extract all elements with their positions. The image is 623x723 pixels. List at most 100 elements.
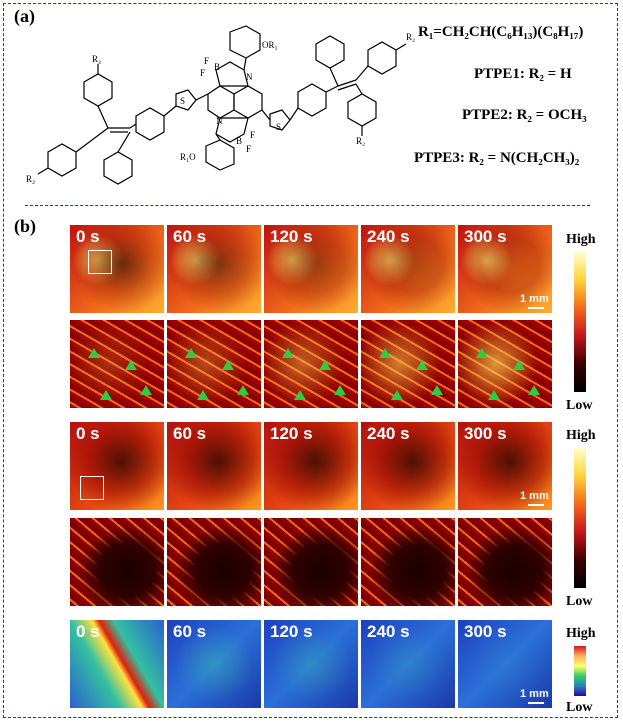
green-arrow-marker <box>100 390 112 400</box>
r1-formula: R₁=CH₂CH(C₆H₁₃)(C₈H₁₇) <box>418 24 584 40</box>
atom-r2-d: R₂ <box>356 136 365 146</box>
scale-bar-label: 1 mm <box>520 293 549 305</box>
green-arrow-marker <box>294 390 306 400</box>
zoom-image-r4-c2 <box>167 518 261 606</box>
zoom-image-r4-c5 <box>458 518 552 606</box>
figure-frame <box>3 3 618 718</box>
time-image-r5-c2: 60 s <box>167 620 261 708</box>
time-image-r3-c4: 240 s <box>361 422 455 510</box>
atom-r1o: R₁O <box>180 152 196 162</box>
green-arrow-marker <box>197 390 209 400</box>
time-label: 240 s <box>367 227 410 246</box>
zoom-image-r2-c3 <box>264 320 358 408</box>
green-arrow-marker <box>528 385 540 395</box>
colorbar-3 <box>574 646 586 696</box>
zoom-image-r2-c2 <box>167 320 261 408</box>
time-label: 120 s <box>270 424 313 443</box>
time-label: 0 s <box>76 424 100 443</box>
time-image-r5-c1: 0 s <box>70 620 164 708</box>
green-arrow-marker <box>185 348 197 358</box>
time-image-r1-c4: 240 s <box>361 225 455 313</box>
scale-bar <box>528 307 544 309</box>
time-image-r1-c1: 0 s <box>70 225 164 313</box>
atom-f-4: F <box>246 144 251 154</box>
colorbar-1 <box>574 252 586 392</box>
zoom-image-r4-c3 <box>264 518 358 606</box>
green-arrow-marker <box>431 385 443 395</box>
green-arrow-marker <box>282 348 294 358</box>
ptpe3-label: PTPE3: R₂ = N(CH₂CH₃)₂ <box>414 150 580 166</box>
ptpe2-label: PTPE2: R₂ = OCH₃ <box>462 107 587 123</box>
ptpe1-label: PTPE1: R₂ = H <box>474 66 572 82</box>
green-arrow-marker <box>140 385 152 395</box>
time-label: 0 s <box>76 622 100 641</box>
time-label: 60 s <box>173 227 207 246</box>
time-image-r1-c5: 300 s <box>458 225 552 313</box>
atom-f-1: F <box>204 56 209 66</box>
time-image-r3-c1: 0 s <box>70 422 164 510</box>
atom-r2-c: R₂ <box>406 32 415 42</box>
time-label: 60 s <box>173 622 207 641</box>
time-label: 120 s <box>270 227 313 246</box>
green-arrow-marker <box>125 360 137 370</box>
atom-s-2: S <box>276 122 281 132</box>
zoom-image-r4-c1 <box>70 518 164 606</box>
roi-box <box>88 250 112 274</box>
scale-bar <box>528 702 544 704</box>
atom-b-2: B <box>236 136 242 146</box>
green-arrow-marker <box>88 348 100 358</box>
time-image-r5-c3: 120 s <box>264 620 358 708</box>
time-label: 240 s <box>367 424 410 443</box>
time-label: 300 s <box>464 622 507 641</box>
green-arrow-marker <box>391 390 403 400</box>
colorbar-2 <box>574 448 586 588</box>
panel-a-label: (a) <box>14 6 35 26</box>
zoom-image-r4-c4 <box>361 518 455 606</box>
scale-bar <box>528 504 544 506</box>
atom-n-1: N <box>246 72 253 82</box>
zoom-image-r2-c1 <box>70 320 164 408</box>
time-image-r3-c2: 60 s <box>167 422 261 510</box>
colorbar-3-low: Low <box>566 700 593 715</box>
time-label: 300 s <box>464 227 507 246</box>
colorbar-1-high: High <box>566 232 596 247</box>
colorbar-2-high: High <box>566 428 596 443</box>
scale-bar-label: 1 mm <box>520 688 549 700</box>
atom-r2-b: R₂ <box>26 174 35 184</box>
time-label: 60 s <box>173 424 207 443</box>
atom-n-2: N <box>216 116 223 126</box>
atom-b-1: B <box>214 62 220 72</box>
time-label: 120 s <box>270 622 313 641</box>
green-arrow-marker <box>476 348 488 358</box>
atom-f-3: F <box>250 130 255 140</box>
roi-box <box>80 476 104 500</box>
green-arrow-marker <box>488 390 500 400</box>
atom-f-2: F <box>200 68 205 78</box>
time-image-r5-c5: 300 s <box>458 620 552 708</box>
zoom-image-r2-c5 <box>458 320 552 408</box>
time-label: 240 s <box>367 622 410 641</box>
green-arrow-marker <box>379 348 391 358</box>
atom-r2-a: R₂ <box>92 54 101 64</box>
atom-or1: OR₁ <box>262 40 278 50</box>
green-arrow-marker <box>513 360 525 370</box>
colorbar-3-high: High <box>566 626 596 641</box>
colorbar-2-low: Low <box>566 594 593 609</box>
time-image-r3-c5: 300 s <box>458 422 552 510</box>
panel-divider <box>25 205 590 206</box>
time-image-r3-c3: 120 s <box>264 422 358 510</box>
zoom-image-r2-c4 <box>361 320 455 408</box>
time-image-r1-c2: 60 s <box>167 225 261 313</box>
colorbar-1-low: Low <box>566 398 593 413</box>
time-label: 300 s <box>464 424 507 443</box>
green-arrow-marker <box>237 385 249 395</box>
green-arrow-marker <box>416 360 428 370</box>
green-arrow-marker <box>319 360 331 370</box>
panel-b-label: (b) <box>14 216 36 236</box>
chemical-structure: R₂ R₂ R₂ R₂ OR₁ R₁O F F B F F B N N S S <box>26 25 415 185</box>
green-arrow-marker <box>334 385 346 395</box>
atom-s-1: S <box>180 96 185 106</box>
scale-bar-label: 1 mm <box>520 490 549 502</box>
time-label: 0 s <box>76 227 100 246</box>
green-arrow-marker <box>222 360 234 370</box>
